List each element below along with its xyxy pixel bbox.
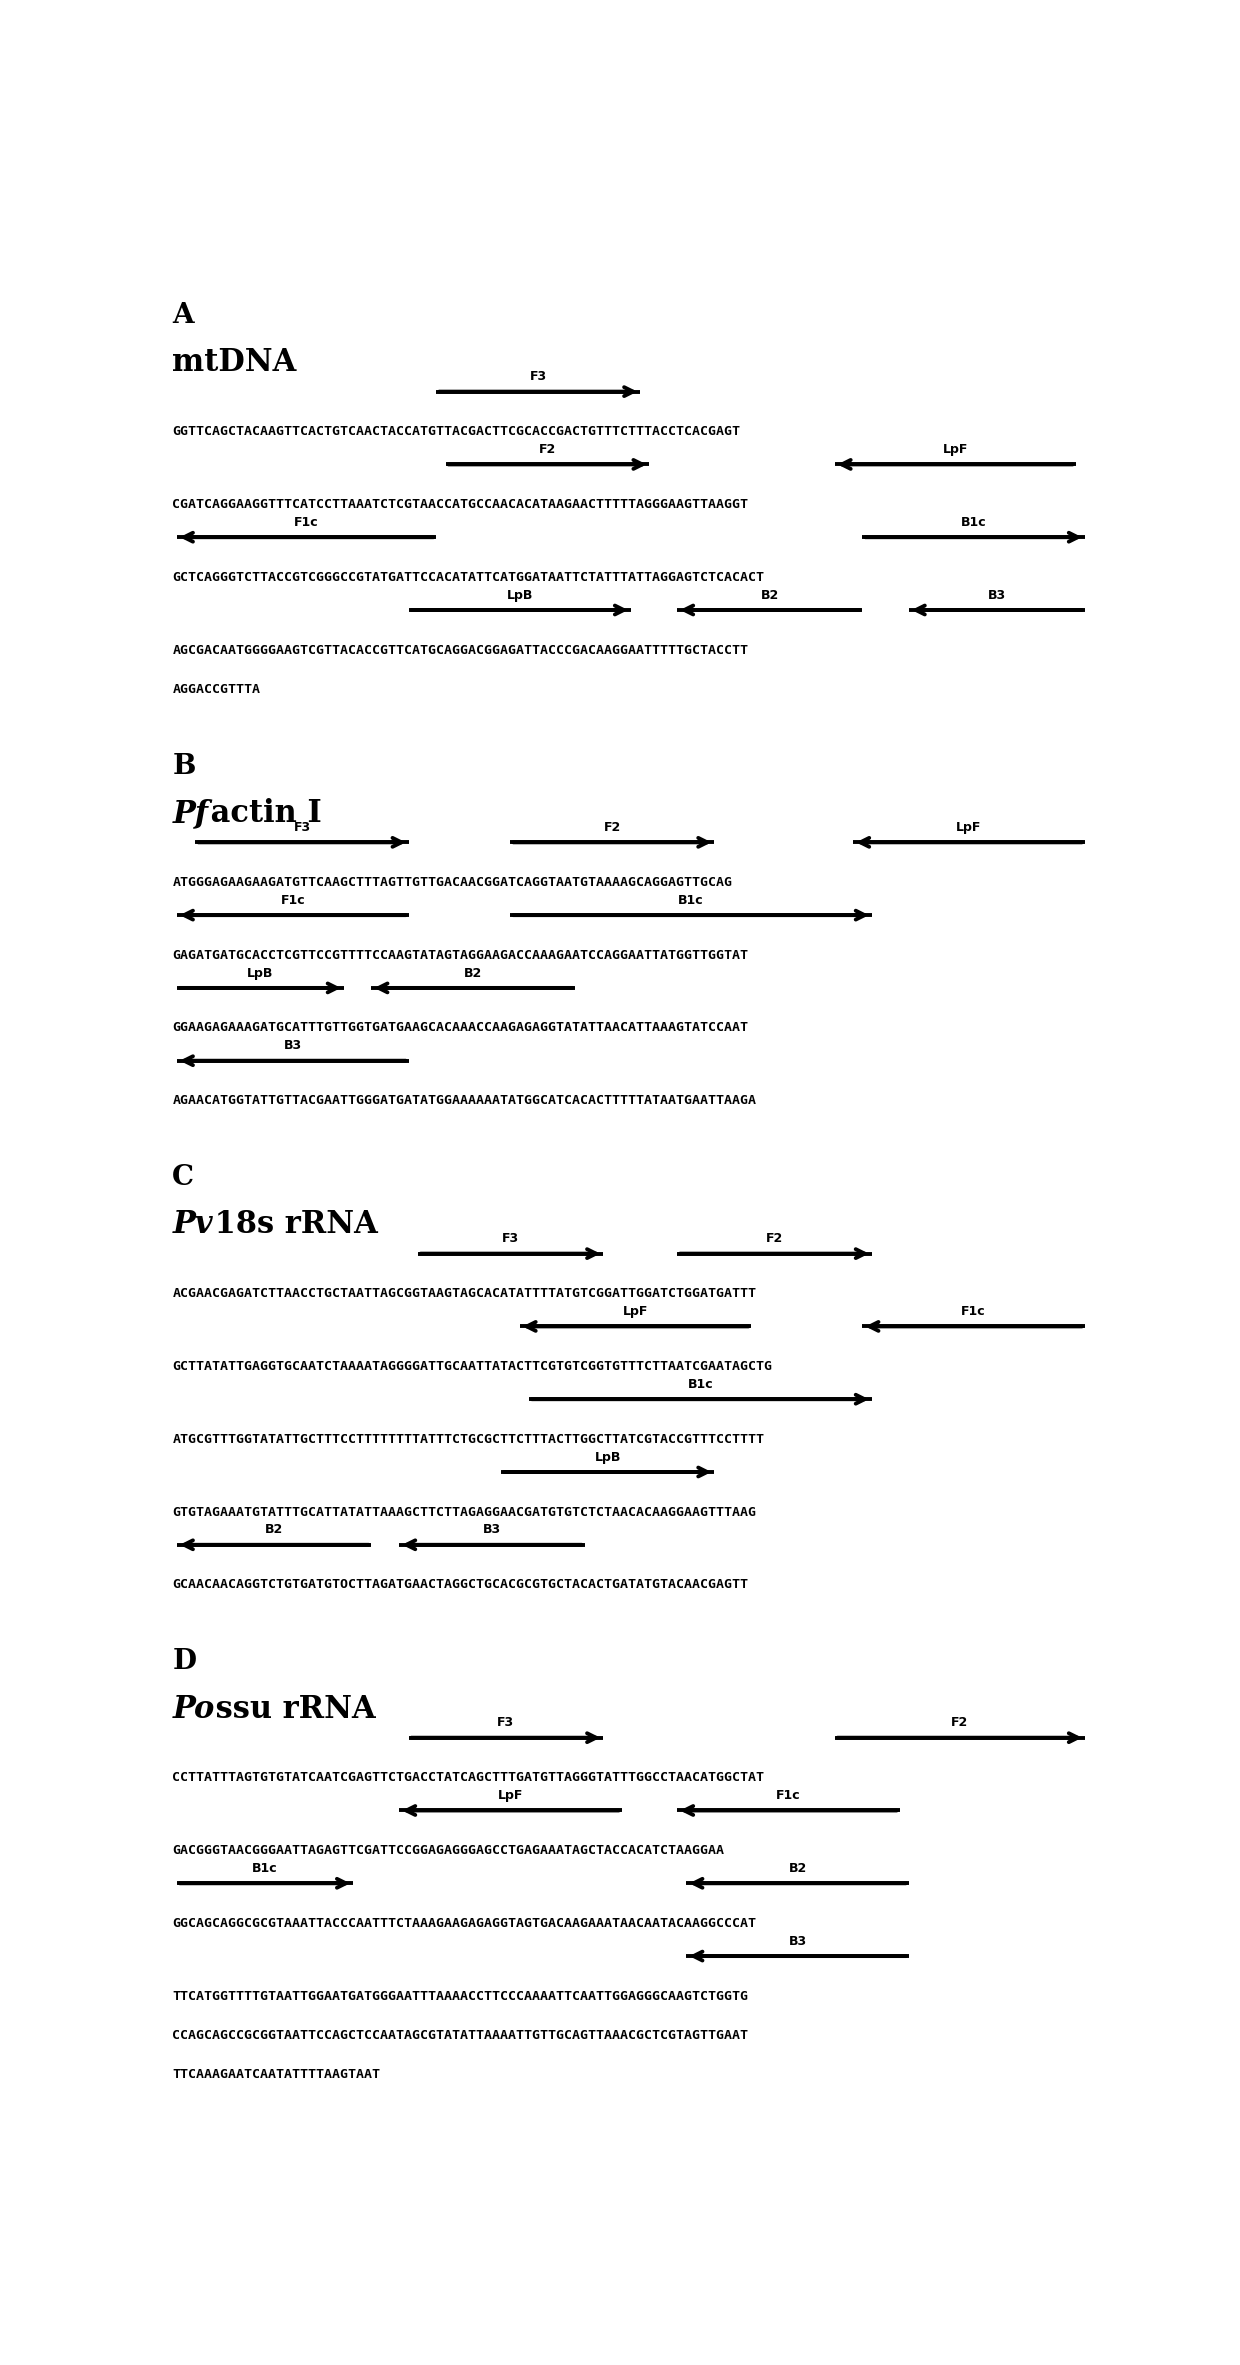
Text: Pv: Pv bbox=[172, 1209, 213, 1242]
Text: CCAGCAGCCGCGGTAATTCCAGCTCCAATAGCGTATATTAAAATTGTTGCAGTTAAACGCTCGTAGTTGAAT: CCAGCAGCCGCGGTAATTCCAGCTCCAATAGCGTATATTA… bbox=[172, 2029, 748, 2041]
Text: B1c: B1c bbox=[687, 1379, 713, 1391]
Text: F2: F2 bbox=[604, 821, 621, 835]
Text: GGAAGAGAAAGATGCATTTGTTGGTGATGAAGCACAAACCAAGAGAGGTATATTAACATTAAAGTATCCAAT: GGAAGAGAAAGATGCATTTGTTGGTGATGAAGCACAAACC… bbox=[172, 1022, 748, 1034]
Text: F2: F2 bbox=[539, 442, 556, 456]
Text: GACGGGTAACGGGAATTAGAGTTCGATTCCGGAGAGGGAGCCTGAGAAATAGCTACCACATCTAAGGAA: GACGGGTAACGGGAATTAGAGTTCGATTCCGGAGAGGGAG… bbox=[172, 1845, 724, 1857]
Text: LpF: LpF bbox=[942, 442, 967, 456]
Text: B: B bbox=[172, 752, 196, 780]
Text: LpB: LpB bbox=[506, 589, 533, 601]
Text: A: A bbox=[172, 303, 193, 329]
Text: 18s rRNA: 18s rRNA bbox=[203, 1209, 377, 1242]
Text: B3: B3 bbox=[789, 1935, 807, 1949]
Text: LpF: LpF bbox=[956, 821, 982, 835]
Text: B1c: B1c bbox=[252, 1861, 278, 1875]
Text: CCTTATTTAGTGTGTATCAATCGAGTTCTGACCTATCAGCTTTGATGTTAGGGTATTTGGCCTAACATGGCTAT: CCTTATTTAGTGTGTATCAATCGAGTTCTGACCTATCAGC… bbox=[172, 1771, 764, 1783]
Text: F1c: F1c bbox=[776, 1790, 801, 1802]
Text: GGTTCAGCTACAAGTTCACTGTCAACTACCATGTTACGACTTCGCACCGACTGTTTCTTTACCTCACGAGT: GGTTCAGCTACAAGTTCACTGTCAACTACCATGTTACGAC… bbox=[172, 426, 740, 438]
Text: ACGAACGAGATCTTAACCTGCTAATTAGCGGTAAGTAGCACATATTTTATGTCGGATTGGATCTGGATGATTT: ACGAACGAGATCTTAACCTGCTAATTAGCGGTAAGTAGCA… bbox=[172, 1287, 756, 1301]
Text: GAGATGATGCACCTCGTTCCGTTTTCCAAGTATAGTAGGAAGACCAAAGAATCCAGGAATTATGGTTGGTAT: GAGATGATGCACCTCGTTCCGTTTTCCAAGTATAGTAGGA… bbox=[172, 948, 748, 963]
Text: F3: F3 bbox=[502, 1232, 520, 1246]
Text: B3: B3 bbox=[284, 1038, 301, 1052]
Text: Po: Po bbox=[172, 1693, 215, 1724]
Text: Pf: Pf bbox=[172, 799, 208, 830]
Text: GTGTAGAAATGTATTTGCATTATATTAAAGCTTCTTAGAGGAACGATGTGTCTCTAACACAAGGAAGTTTAAG: GTGTAGAAATGTATTTGCATTATATTAAAGCTTCTTAGAG… bbox=[172, 1507, 756, 1518]
Text: B1c: B1c bbox=[678, 894, 704, 906]
Text: LpB: LpB bbox=[594, 1450, 621, 1464]
Text: AGAACATGGTATTGTTACGAATTGGGATGATATGGAAAAAATATGGCATCACACTTTTTATAATGAATTAAGA: AGAACATGGTATTGTTACGAATTGGGATGATATGGAAAAA… bbox=[172, 1095, 756, 1107]
Text: ATGGGAGAAGAAGATGTTCAAGCTTTAGTTGTTGACAACGGATCAGGTAATGTAAAAGCAGGAGTTGCAG: ATGGGAGAAGAAGATGTTCAAGCTTTAGTTGTTGACAACG… bbox=[172, 875, 733, 889]
Text: LpF: LpF bbox=[497, 1790, 523, 1802]
Text: F3: F3 bbox=[294, 821, 310, 835]
Text: C: C bbox=[172, 1164, 195, 1192]
Text: F1c: F1c bbox=[961, 1305, 986, 1317]
Text: F3: F3 bbox=[497, 1717, 515, 1729]
Text: D: D bbox=[172, 1648, 196, 1674]
Text: F2: F2 bbox=[766, 1232, 784, 1246]
Text: CGATCAGGAAGGTTTCATCCTTAAATCTCGTAACCATGCCAACACATAAGAACTTTTTAGGGAAGTTAAGGT: CGATCAGGAAGGTTTCATCCTTAAATCTCGTAACCATGCC… bbox=[172, 499, 748, 511]
Text: F1c: F1c bbox=[294, 516, 319, 530]
Text: B2: B2 bbox=[464, 967, 482, 979]
Text: GGCAGCAGGCGCGTAAATTACCCAATTTCTAAAGAAGAGAGGTAGTGACAAGAAATAACAATACAAGGCCCAT: GGCAGCAGGCGCGTAAATTACCCAATTTCTAAAGAAGAGA… bbox=[172, 1916, 756, 1930]
Text: GCTCAGGGTCTTACCGTCGGGCCGTATGATTCCACATATTCATGGATAATTCTATTTATTAGGAGTCTCACACT: GCTCAGGGTCTTACCGTCGGGCCGTATGATTCCACATATT… bbox=[172, 570, 764, 584]
Text: F1c: F1c bbox=[280, 894, 305, 906]
Text: actin I: actin I bbox=[200, 799, 322, 830]
Text: F2: F2 bbox=[951, 1717, 968, 1729]
Text: GCAACAACAGGTCTGTGATGTOCTTAGATGAACTAGGCTGCACGCGTGCTACACTGATATGTACAACGAGTT: GCAACAACAGGTCTGTGATGTOCTTAGATGAACTAGGCTG… bbox=[172, 1577, 748, 1592]
Text: ssu rRNA: ssu rRNA bbox=[205, 1693, 376, 1724]
Text: B3: B3 bbox=[988, 589, 1006, 601]
Text: mtDNA: mtDNA bbox=[172, 348, 296, 378]
Text: GCTTATATTGAGGTGCAATCTAAAATAGGGGATTGCAATTATACTTCGTGTCGGTGTTTCTTAATCGAATAGCTG: GCTTATATTGAGGTGCAATCTAAAATAGGGGATTGCAATT… bbox=[172, 1360, 773, 1374]
Text: LpB: LpB bbox=[247, 967, 274, 979]
Text: TTCATGGTTTTGTAATTGGAATGATGGGAATTTAAAACCTTCCCAAAATTCAATTGGAGGGCAAGTCTGGTG: TTCATGGTTTTGTAATTGGAATGATGGGAATTTAAAACCT… bbox=[172, 1989, 748, 2003]
Text: B1c: B1c bbox=[961, 516, 987, 530]
Text: B2: B2 bbox=[265, 1523, 283, 1537]
Text: AGGACCGTTTA: AGGACCGTTTA bbox=[172, 683, 260, 695]
Text: TTCAAAGAATCAATATTTTAAGTAAT: TTCAAAGAATCAATATTTTAAGTAAT bbox=[172, 2069, 381, 2081]
Text: F3: F3 bbox=[529, 371, 547, 383]
Text: B3: B3 bbox=[482, 1523, 501, 1537]
Text: B2: B2 bbox=[760, 589, 779, 601]
Text: B2: B2 bbox=[789, 1861, 807, 1875]
Text: ATGCGTTTGGTATATTGCTTTCCTTTTTTTTATTTCTGCGCTTCTTTACTTGGCTTATCGTACCGTTTCCTTTT: ATGCGTTTGGTATATTGCTTTCCTTTTTTTTATTTCTGCG… bbox=[172, 1433, 764, 1445]
Text: AGCGACAATGGGGAAGTCGTTACACCGTTCATGCAGGACGGAGATTACCCGACAAGGAATTTTTGCTACCTT: AGCGACAATGGGGAAGTCGTTACACCGTTCATGCAGGACG… bbox=[172, 643, 748, 657]
Text: LpF: LpF bbox=[622, 1305, 649, 1317]
